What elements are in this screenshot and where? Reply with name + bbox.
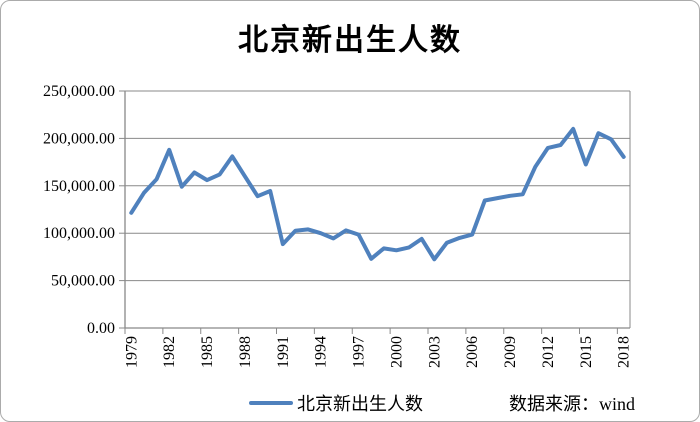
x-tick-label: 2009 [502, 336, 519, 368]
series-line [129, 126, 626, 262]
x-tick-label: 1991 [275, 336, 292, 368]
x-tick-label: 1988 [237, 336, 254, 368]
y-tick-label: 200,000.00 [43, 130, 115, 147]
source-note: 数据来源：wind [509, 394, 635, 414]
chart-title: 北京新出生人数 [238, 24, 462, 57]
y-tick-label: 50,000.00 [51, 273, 115, 290]
x-tick-label: 1994 [313, 336, 330, 368]
y-tick-label: 250,000.00 [43, 83, 115, 100]
x-tick-label: 2003 [426, 336, 443, 368]
x-tick-label: 1997 [351, 336, 368, 368]
x-tick-label: 2000 [388, 336, 405, 368]
x-tick-label: 1979 [123, 336, 140, 368]
x-tick-label: 2006 [464, 336, 481, 368]
y-tick-label: 0.00 [87, 320, 115, 337]
x-tick-label: 2012 [540, 336, 557, 368]
y-tick-label: 100,000.00 [43, 225, 115, 242]
legend-label: 北京新出生人数 [297, 394, 423, 414]
x-tick-label: 2015 [578, 336, 595, 368]
x-tick-label: 1982 [161, 336, 178, 368]
legend: 北京新出生人数 [249, 390, 423, 416]
legend-line-icon [249, 401, 293, 405]
x-tick-label: 2018 [616, 336, 633, 368]
y-tick-label: 150,000.00 [43, 178, 115, 195]
x-tick-label: 1985 [199, 336, 216, 368]
